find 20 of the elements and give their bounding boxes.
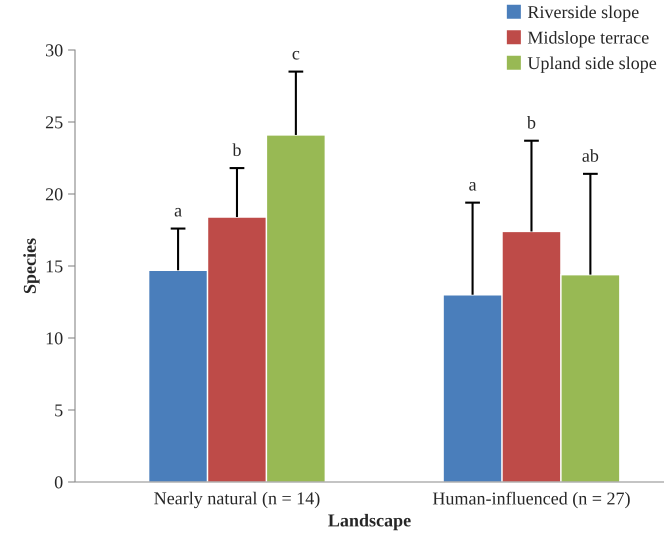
x-axis-title: Landscape [328, 514, 411, 530]
y-axis-title: Species [23, 238, 40, 294]
x-tick-label: Human-influenced (n = 27) [432, 492, 630, 508]
legend-label: Riverside slope [528, 5, 639, 22]
y-tick-label: 30 [46, 44, 63, 56]
annotation: ab [582, 149, 598, 162]
y-tick-label: 0 [54, 476, 63, 488]
annotation: c [292, 50, 300, 60]
y-tick-label: 15 [46, 260, 62, 272]
legend-label: Midslope terrace [528, 31, 649, 48]
y-tick-label: 20 [46, 188, 63, 200]
x-tick-label: Nearly natural (n = 14) [154, 492, 320, 508]
annotation: b [232, 143, 241, 156]
y-tick-label: 5 [55, 404, 62, 416]
annotation: a [174, 208, 182, 217]
legend-label: Upland side slope [528, 56, 656, 73]
y-tick-label: 25 [46, 116, 62, 128]
y-tick-label: 10 [46, 332, 63, 344]
annotation: a [469, 182, 476, 191]
annotation: b [526, 116, 536, 129]
